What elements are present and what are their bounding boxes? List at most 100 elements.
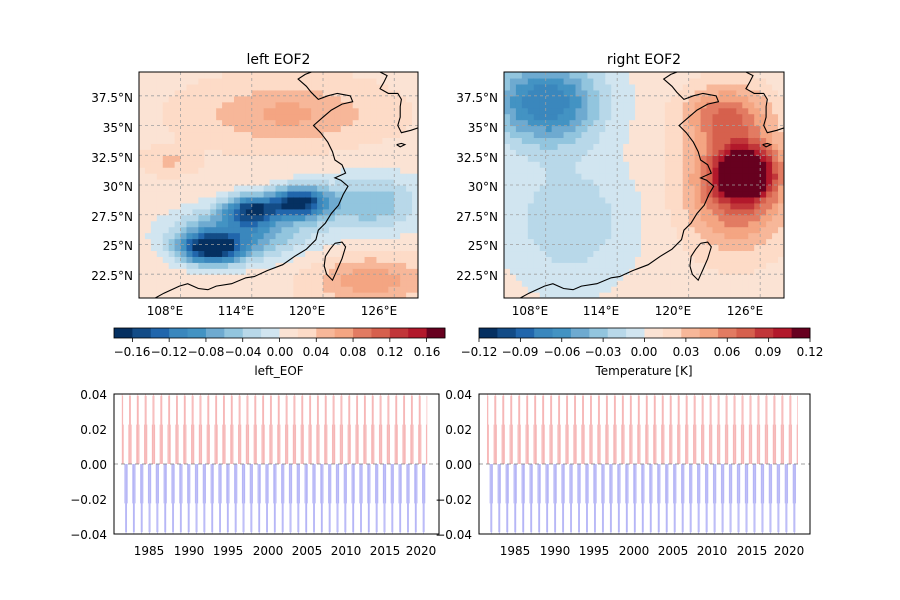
field-cell [328,292,336,298]
timeseries-bar [786,464,788,533]
field-cell [682,167,690,174]
field-cell [694,286,702,293]
field-cell [569,137,577,144]
field-cell [251,232,259,240]
timeseries-bar [738,464,740,533]
field-cell [352,286,360,293]
field-cell [323,95,330,103]
timeseries-bar [566,394,568,464]
field-cell [317,244,324,252]
field-cell [228,89,235,97]
timeseries-bar [335,464,337,504]
field-cell [352,232,360,240]
field-cell [664,131,672,139]
field-cell [364,262,372,269]
field-cell [305,238,312,246]
field-cell [551,173,559,180]
field-cell [293,143,300,150]
timeseries-bar [577,464,578,504]
field-cell [682,214,690,222]
timeseries-bar [699,464,700,533]
field-cell [551,137,559,144]
field-cell [358,95,366,103]
field-cell [216,226,223,234]
field-cell [162,107,170,115]
field-cell [504,167,511,174]
field-cell [198,214,205,222]
field-cell [509,89,517,97]
timeseries-bar [792,464,794,504]
timeseries-bar [754,464,756,533]
timeseries-bar [515,464,517,533]
field-cell [599,131,606,139]
field-cell [664,101,672,109]
field-cell [551,280,559,287]
timeseries-bar [316,395,318,464]
field-cell [144,95,152,103]
field-cell [228,262,235,269]
field-cell [617,161,624,168]
field-cell [712,268,720,275]
timeseries-bar [521,464,523,504]
timeseries-bar [361,464,362,533]
field-cell [222,238,229,246]
field-cell [509,155,517,162]
timeseries-bar [657,464,658,504]
field-cell [551,161,559,168]
timeseries-bar [590,394,592,464]
timeseries-bar [729,464,731,533]
field-cell [652,89,660,97]
field-cell [204,72,211,79]
field-cell [718,244,726,252]
field-cell [233,143,241,150]
field-cell [623,280,630,287]
field-cell [168,119,176,127]
field-cell [168,208,176,216]
field-cell [364,125,372,133]
field-cell [563,173,571,180]
timeseries-bar [231,394,233,464]
timeseries-bar [299,464,300,504]
field-cell [144,256,152,263]
field-cell [293,161,300,168]
timeseries-bar [569,464,571,504]
field-cell [293,173,300,180]
field-cell [245,119,253,127]
field-cell [198,262,205,269]
field-cell [688,161,696,168]
field-cell [694,125,702,133]
field-cell [251,280,259,287]
timeseries-bar [587,464,588,533]
field-cell [305,155,312,162]
field-cell [551,167,559,174]
field-cell [162,244,170,252]
field-cell [641,161,648,168]
colorbar-swatch [479,328,498,338]
field-cell [245,244,253,252]
field-cell [323,167,330,174]
timeseries-bar [215,395,216,464]
field-cell [239,89,247,97]
field-cell [222,220,229,228]
field-cell [299,244,306,252]
timeseries-bar [247,395,249,464]
field-cell [317,137,324,144]
timeseries-bar [301,395,302,464]
field-cell [730,155,737,162]
field-cell [778,214,784,222]
field-cell [593,83,600,91]
timeseries-bar [307,464,308,504]
field-cell [346,89,354,97]
field-cell [287,202,294,210]
field-cell [233,95,241,103]
field-cell [317,220,324,228]
field-cell [635,238,642,246]
field-cell [406,286,413,293]
field-cell [192,280,199,287]
field-cell [139,89,146,97]
field-cell [281,268,289,275]
field-cell [186,226,194,234]
field-cell [281,208,289,216]
timeseries-bar [730,464,731,534]
field-cell [533,190,541,198]
